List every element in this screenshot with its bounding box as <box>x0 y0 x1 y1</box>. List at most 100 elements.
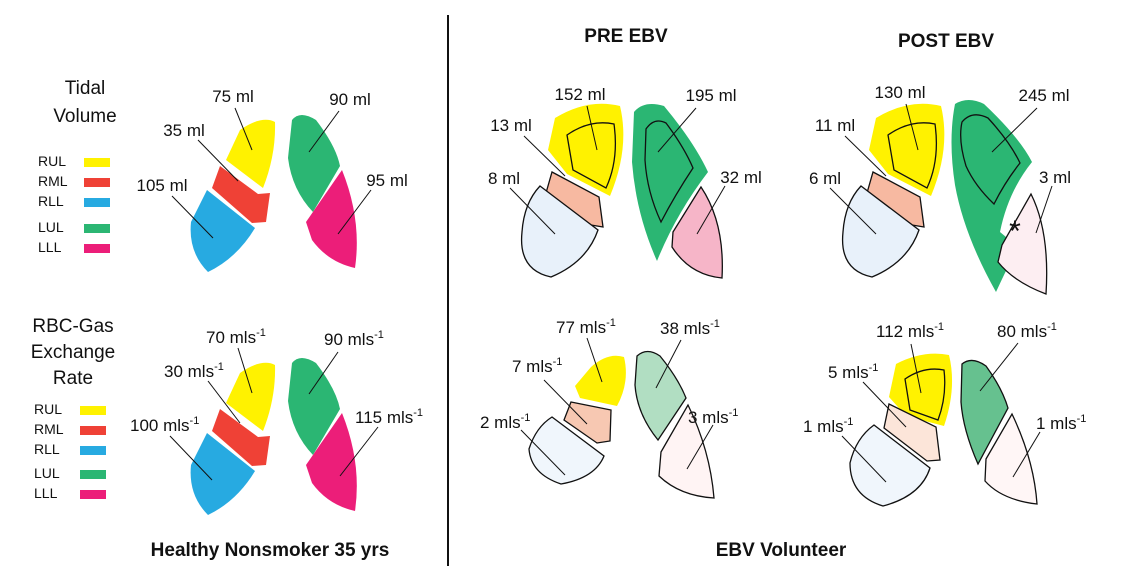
ebv-volunteer-caption: EBV Volunteer <box>716 540 847 561</box>
pre-tidal-rml-lobe <box>545 171 604 228</box>
legend2-swatch-rul <box>80 406 106 415</box>
healthy-tidal-rul-lobe <box>226 119 276 188</box>
healthy-rbc-lul-value: 90 mls-1 <box>324 329 384 349</box>
pre-rbc-lungs <box>528 350 715 499</box>
post-tidal-lll-lobe <box>997 192 1048 295</box>
legend-top: RUL RML RLL LUL LLL <box>38 153 110 255</box>
pre-rbc-lll-value: 3 mls-1 <box>688 407 738 427</box>
legend2-swatch-lll <box>80 490 106 499</box>
pre-rbc-leaders <box>520 337 714 476</box>
pre-tidal-rml-value: 13 ml <box>490 116 532 135</box>
post-tidal-rml-value: 11 ml <box>815 116 855 135</box>
legend2-label-lul: LUL <box>34 465 60 481</box>
legend2-swatch-lul <box>80 470 106 479</box>
pre-tidal-rul-value: 152 ml <box>554 85 605 104</box>
legend-swatch-rll <box>84 198 110 207</box>
post-tidal-lul-outline <box>960 114 1021 206</box>
pre-tidal-lll-value: 32 ml <box>720 168 762 187</box>
healthy-tidal-lungs <box>190 115 357 272</box>
healthy-rbc-lul-lobe <box>288 358 340 455</box>
legend2-label-lll: LLL <box>34 485 58 501</box>
healthy-tidal-lll-lobe <box>306 170 357 268</box>
pre-rbc-rul-lobe <box>575 355 626 406</box>
healthy-rbc-leaders <box>169 347 379 481</box>
healthy-tidal-rul-value: 75 ml <box>212 87 254 106</box>
pre-rbc-rml-value: 7 mls-1 <box>512 356 562 376</box>
legend-swatch-lll <box>84 244 110 253</box>
pre-rbc-lul-value: 38 mls-1 <box>660 318 720 338</box>
pre-tidal-rll-value: 8 ml <box>488 169 520 188</box>
healthy-tidal-lul-value: 90 ml <box>329 90 371 109</box>
healthy-tidal-rll-value: 105 ml <box>136 176 187 195</box>
rbc-title-line3: Rate <box>53 368 93 389</box>
post-rbc-lll-value: 1 mls-1 <box>1036 413 1086 433</box>
post-rbc-leaders <box>841 342 1041 483</box>
healthy-rbc-rul-value: 70 mls-1 <box>206 327 266 347</box>
post-rbc-lul-lobe <box>960 359 1009 466</box>
tidal-volume-title-line2: Volume <box>53 106 116 127</box>
pre-rbc-rul-value: 77 mls-1 <box>556 317 616 337</box>
valve-marker: * <box>1009 215 1021 248</box>
legend-label-lul: LUL <box>38 219 64 235</box>
pre-tidal-rul-outline <box>566 122 616 189</box>
healthy-rbc-lungs <box>190 358 357 515</box>
healthy-tidal-leaders <box>171 107 372 239</box>
legend2-label-rul: RUL <box>34 401 62 417</box>
post-tidal-lungs <box>841 100 1048 295</box>
pre-tidal-rll-lobe <box>520 185 599 278</box>
post-tidal-leaders <box>829 103 1053 235</box>
pre-tidal-lul-value: 195 ml <box>685 86 736 105</box>
post-tidal-rll-value: 6 ml <box>809 169 841 188</box>
pre-rbc-lul-lobe <box>634 350 687 442</box>
legend2-label-rll: RLL <box>34 441 60 457</box>
pre-tidal-lul-outline <box>644 120 694 224</box>
post-ebv-title: POST EBV <box>898 31 994 52</box>
legend2-swatch-rll <box>80 446 106 455</box>
post-tidal-rul-lobe <box>869 103 945 196</box>
rbc-title-line1: RBC-Gas <box>32 316 113 337</box>
post-rbc-lungs <box>849 353 1038 507</box>
legend-bottom: RUL RML RLL LUL LLL <box>34 401 106 501</box>
post-rbc-lul-value: 80 mls-1 <box>997 321 1057 341</box>
post-tidal-rml-lobe <box>866 171 925 228</box>
legend-label-rul: RUL <box>38 153 66 169</box>
legend-label-rll: RLL <box>38 193 64 209</box>
pre-rbc-lll-lobe <box>658 403 715 499</box>
post-rbc-rll-value: 1 mls-1 <box>803 416 853 436</box>
legend-swatch-rul <box>84 158 110 167</box>
healthy-rbc-rul-lobe <box>226 362 276 431</box>
pre-rbc-rll-value: 2 mls-1 <box>480 412 530 432</box>
healthy-rbc-rll-value: 100 mls-1 <box>130 415 199 435</box>
legend-swatch-lul <box>84 224 110 233</box>
healthy-tidal-rml-lobe <box>212 166 270 223</box>
pre-tidal-leaders <box>509 105 726 235</box>
healthy-rbc-rml-value: 30 mls-1 <box>164 361 224 381</box>
healthy-tidal-rll-lobe <box>190 190 255 272</box>
healthy-tidal-lll-value: 95 ml <box>366 171 408 190</box>
post-tidal-lll-value: 3 ml <box>1039 168 1071 187</box>
post-rbc-labels: 112 mls-1 5 mls-1 1 mls-1 80 mls-1 1 mls… <box>803 321 1086 436</box>
legend-swatch-rml <box>84 178 110 187</box>
healthy-rbc-labels: 70 mls-1 30 mls-1 100 mls-1 90 mls-1 115… <box>130 327 423 435</box>
healthy-rbc-lll-lobe <box>306 413 357 511</box>
post-rbc-rml-value: 5 mls-1 <box>828 362 878 382</box>
pre-tidal-lll-lobe <box>671 185 723 279</box>
pre-rbc-rll-lobe <box>528 416 605 485</box>
post-tidal-rul-value: 130 ml <box>874 83 925 102</box>
post-tidal-lul-value: 245 ml <box>1018 86 1069 105</box>
post-rbc-lll-lobe <box>984 412 1038 505</box>
healthy-tidal-lul-lobe <box>288 115 340 212</box>
post-tidal-rll-lobe <box>841 185 920 278</box>
healthy-tidal-rml-value: 35 ml <box>163 121 205 140</box>
pre-tidal-lul-lobe <box>632 104 708 261</box>
legend2-swatch-rml <box>80 426 106 435</box>
pre-rbc-labels: 77 mls-1 7 mls-1 2 mls-1 38 mls-1 3 mls-… <box>480 317 738 432</box>
healthy-caption: Healthy Nonsmoker 35 yrs <box>151 540 390 561</box>
healthy-rbc-lll-value: 115 mls-1 <box>355 407 423 427</box>
post-tidal-rul-outline <box>887 122 937 189</box>
pre-tidal-lungs <box>520 103 723 279</box>
post-rbc-rul-value: 112 mls-1 <box>876 321 944 341</box>
healthy-rbc-rml-lobe <box>212 409 270 466</box>
legend2-label-rml: RML <box>34 421 64 437</box>
legend-label-rml: RML <box>38 173 68 189</box>
